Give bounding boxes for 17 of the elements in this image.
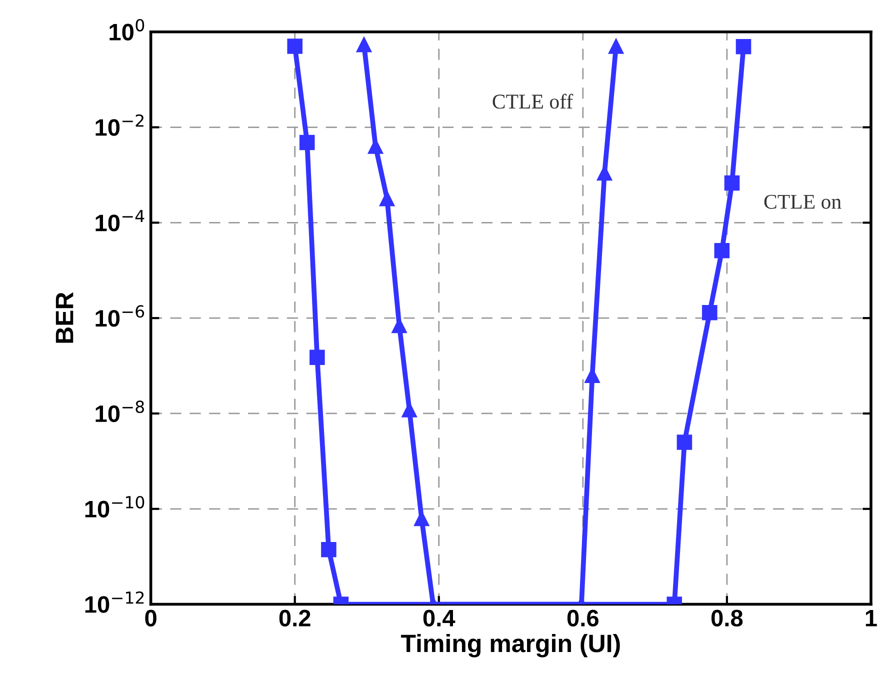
y-tick-label: 10$^{−6}$ <box>96 305 144 327</box>
x-tick-label: 0.6 <box>567 610 598 626</box>
series-label: CTLE off <box>492 94 574 109</box>
x-tick-label: 0.8 <box>711 610 743 626</box>
y-tick-label: 10$^{−12}$ <box>85 591 144 613</box>
y-tick-label: 10$^{0}$ <box>110 18 144 40</box>
x-axis-title: Timing margin (UI) <box>400 634 620 658</box>
series-label: CTLE on <box>764 194 842 209</box>
x-tick-label: 0.4 <box>423 610 456 626</box>
y-tick-label: 10$^{−4}$ <box>96 210 144 232</box>
y-axis-title: BER <box>56 292 74 343</box>
x-tick-label: 0.2 <box>279 610 310 626</box>
y-tick-label: 10$^{−10}$ <box>85 496 144 518</box>
y-tick-label: 10$^{−8}$ <box>96 400 144 422</box>
x-tick-label: 0 <box>145 610 156 626</box>
x-tick-label: 1 <box>866 610 877 626</box>
y-tick-label: 10$^{−2}$ <box>96 114 144 136</box>
